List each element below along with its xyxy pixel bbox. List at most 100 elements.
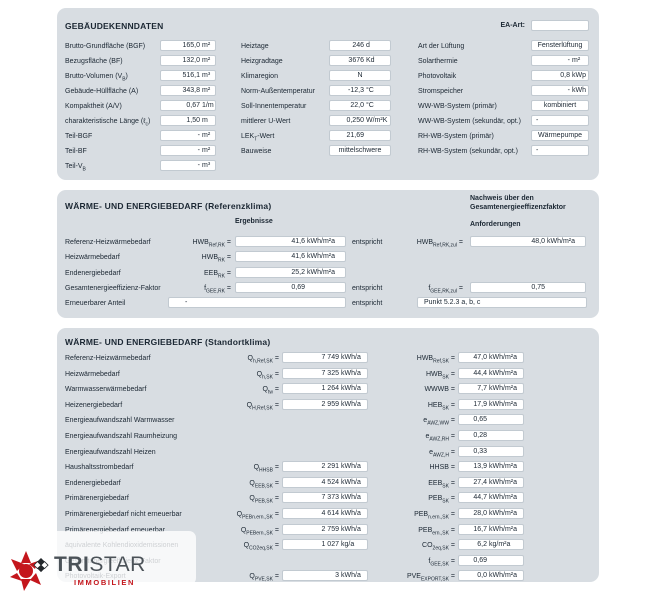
table-row: Heizwärmebedarf Qh,SK = 7 325 kWh/a HWBSK = 4…: [57, 368, 599, 383]
quantity-symbol: WWWB =: [375, 384, 455, 395]
symbol-subscript: SK: [442, 405, 449, 412]
symbol-base: Q: [249, 480, 255, 487]
row-label: Endenergiebedarf: [65, 268, 205, 279]
row-label: Heiztage: [241, 41, 327, 52]
symbol-equals: =: [448, 371, 455, 378]
symbol-subscript: PVE,SK: [254, 576, 273, 583]
quantity-symbol: CO2eq,SK =: [375, 540, 455, 551]
row-label: Bauweise: [241, 146, 327, 157]
field-value: 0,67: [186, 102, 200, 109]
symbol-subscript: SK: [442, 374, 449, 381]
value-field: 47,0 kWh/m²a: [458, 352, 524, 363]
entspricht-label: entspricht: [352, 285, 383, 292]
field-value: 0,0: [477, 572, 487, 579]
symbol-subscript: ern.,SK: [432, 530, 449, 537]
quantity-symbol: HWBSK =: [375, 369, 455, 380]
label-text: mittlerer U-Wert: [241, 118, 291, 125]
symbol-base: HHSB: [429, 464, 449, 471]
quantity-symbol: QCO2eq,SK =: [185, 540, 279, 551]
symbol-subscript: AWZ,RH: [429, 436, 449, 443]
value-field: 48,0 kWh/m²a: [470, 236, 586, 247]
symbol-base: Q: [262, 386, 268, 393]
field-unit: kWh/a: [341, 385, 361, 392]
symbol-subscript: n.ern.,SK: [428, 514, 449, 521]
table-row: Stromspeicher - kWh: [57, 85, 599, 100]
building-data-panel: GEBÄUDEKENNDATEN EA-Art: Brutto-Grundflä…: [57, 8, 599, 180]
value-field: 44,4 kWh/m²a: [458, 368, 524, 379]
field-value: 25,2: [291, 269, 305, 276]
symbol-equals: =: [448, 402, 455, 409]
row-label: RH-WB-System (sekundär, opt.): [418, 146, 530, 157]
row-label: Referenz-Heizwärmebedarf: [65, 237, 205, 248]
row-label: Primärenergiebedarf: [65, 493, 230, 504]
results-header: Ergebnisse: [235, 218, 273, 225]
table-row: Solarthermie - m²: [57, 55, 599, 70]
label-text: Brutto-Volumen (V: [65, 73, 123, 80]
symbol-equals: =: [448, 542, 455, 549]
label-text: WW-WB-System (primär): [418, 103, 497, 110]
field-value: -: [185, 299, 188, 306]
field-value: 7 749: [321, 354, 339, 361]
field-value: 4 524: [321, 479, 339, 486]
field-value: 41,6: [291, 253, 305, 260]
quantity-symbol: Qh,Ref,SK =: [185, 353, 279, 364]
row-label: Primärenergiebedarf nicht erneuerbar: [65, 509, 230, 520]
symbol-equals: =: [272, 527, 279, 534]
field-value: 6,2: [477, 541, 487, 548]
reference-climate-panel: WÄRME- UND ENERGIEBEDARF (Referenzklima)…: [57, 190, 599, 318]
symbol-base: Q: [253, 464, 260, 471]
field-unit: kWh/a: [341, 463, 361, 470]
field-value: 0,250: [346, 117, 364, 124]
value-field: 0,0 kWh/m²a: [458, 570, 524, 581]
ea-art-label: EA-Art:: [500, 22, 526, 29]
value-field: 0,67 1/m: [160, 100, 216, 111]
symbol-subscript: Ref,SK: [433, 358, 449, 365]
field-unit: kWh/a: [341, 572, 361, 579]
quantity-symbol: eAWZ,H =: [375, 447, 455, 458]
field-unit: kWh/m²a: [547, 238, 575, 245]
field-value: 246: [352, 42, 364, 49]
symbol-base: PEB: [428, 495, 443, 502]
value-field: 3676 Kd: [329, 55, 391, 66]
label-text: Heizenergiebedarf: [65, 402, 123, 409]
label-subscript: T: [254, 136, 258, 143]
field-value: 1 027: [321, 541, 339, 548]
field-value: 0,75: [531, 284, 545, 291]
quantity-symbol: EEBSK =: [375, 478, 455, 489]
value-field: 17,9 kWh/m²a: [458, 399, 524, 410]
field-unit: kWh/m²a: [307, 269, 335, 276]
label-text: Photovoltaik: [418, 73, 457, 80]
table-row: Referenz-Heizwärmebedarf HWBRef,RK = 41,6 k…: [57, 236, 599, 251]
symbol-subscript: tw: [267, 389, 273, 396]
field-value: -: [197, 162, 200, 169]
quantity-symbol: EEBRK =: [137, 268, 231, 279]
value-field: 246 d: [329, 40, 391, 51]
row-label: LEKT-Wert: [241, 131, 327, 142]
field-value: Punkt 5.2.3 a, b, c: [424, 299, 481, 306]
row-label: Art der Lüftung: [418, 41, 530, 52]
requirement-field: Punkt 5.2.3 a, b, c: [417, 297, 587, 308]
label-text: Referenz-Heizwärmebedarf: [65, 239, 151, 246]
label-text: Heiztage: [241, 43, 269, 50]
field-value: 7,7: [477, 385, 487, 392]
symbol-equals: =: [448, 355, 455, 362]
field-unit: m²: [202, 132, 211, 139]
table-row: Soll-Innentemperatur 22,0 °C: [57, 100, 599, 115]
field-value: 2 959: [321, 401, 339, 408]
row-label: Heizgradtage: [241, 56, 327, 67]
symbol-subscript: h,SK: [262, 374, 273, 381]
field-value: 44,4: [473, 370, 487, 377]
row-label: Energieaufwandszahl Heizen: [65, 447, 230, 458]
value-field: - kWh: [531, 85, 589, 96]
quantity-symbol: PVEEXPORT,SK =: [375, 571, 455, 582]
symbol-subscript: GEE,RK: [206, 288, 225, 295]
logo-name: TRISTAR: [54, 553, 146, 577]
symbol-equals: =: [456, 239, 463, 246]
requirements-header: Anforderungen: [470, 221, 521, 228]
table-row: Primärenergiebedarf erneuerbarQPEBern.,S…: [57, 524, 599, 539]
row-label: Soll-Innentemperatur: [241, 101, 327, 112]
field-unit: m²: [202, 42, 211, 49]
proof-header-line2: Gesamtenergieeffizenzfaktor: [470, 204, 566, 211]
symbol-equals: =: [448, 495, 455, 502]
label-text-post: ): [147, 118, 151, 125]
